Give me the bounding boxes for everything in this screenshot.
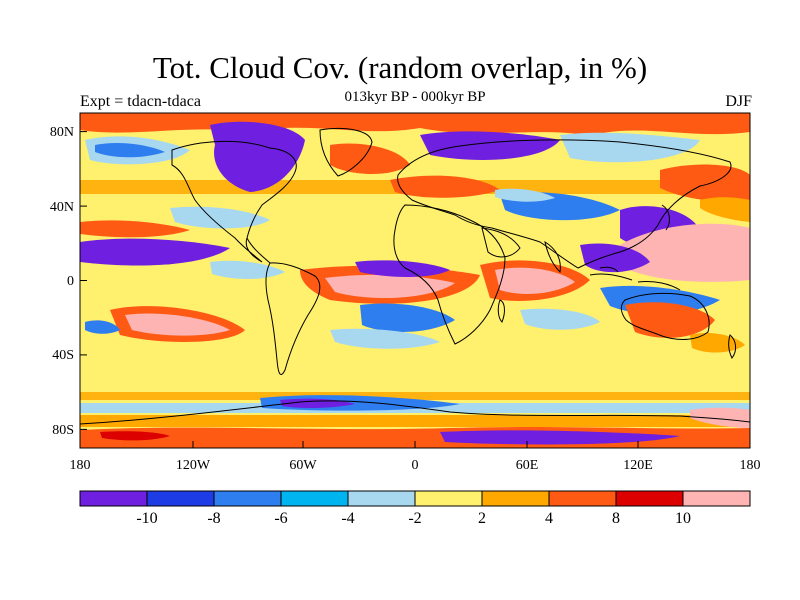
field-australia-red [625, 302, 715, 338]
field-indian-ocean-pink [495, 267, 575, 294]
field-tropical-atlantic-pink [325, 274, 455, 299]
field-asia-lightblue [495, 188, 555, 202]
field-westpacific-pink [620, 223, 750, 282]
coastline-arabia [481, 227, 521, 258]
field-africa-purple [355, 260, 450, 277]
colorbar-label: -8 [207, 510, 220, 527]
season-label: DJF [725, 93, 752, 110]
colorbar-label: -4 [341, 510, 354, 527]
coastline-indonesia [589, 266, 681, 291]
field-band-south-orange [80, 415, 750, 427]
colorbar-label: 10 [675, 510, 691, 527]
field-pacific-purple [80, 238, 230, 266]
field-band-south [80, 392, 750, 400]
map-title: Tot. Cloud Cov. (random overlap, in %) [152, 50, 648, 85]
field-westpacific-orange [700, 197, 750, 222]
field-southindian-blue [520, 308, 600, 330]
coastline-greenland [319, 128, 373, 177]
coastlines [80, 128, 750, 425]
lon-label-120w: 120W [176, 458, 211, 473]
field-southatlantic-blue [360, 303, 455, 332]
colorbar-label: 8 [612, 510, 620, 527]
coastline-north-america [171, 140, 297, 263]
field-southpacific-blue [85, 320, 120, 334]
field-pacific-red [80, 220, 190, 238]
map-subtitle: 013kyr BP - 000kyr BP [344, 89, 486, 105]
colorbar-label: 2 [478, 510, 486, 527]
lon-label-0: 0 [412, 458, 419, 473]
field-antarctic-pink [690, 407, 750, 428]
colorbar-swatch [682, 490, 751, 507]
coastline-india [544, 240, 561, 274]
lat-label-80n: 80N [50, 125, 74, 140]
lon-label-180-west: 180 [70, 458, 91, 473]
field-maritime-purple [580, 243, 650, 273]
field-atlantic-red [390, 175, 500, 198]
field-southatlantic-lightblue [330, 328, 440, 349]
coastline-eurasia [397, 139, 732, 269]
colorbar-label: -10 [136, 510, 157, 527]
colorbar: -10 -8 -6 -4 -2 2 4 8 10 [79, 490, 751, 527]
colorbar-swatch [280, 490, 349, 507]
lat-label-0: 0 [67, 274, 74, 289]
field-tasman-orange [690, 333, 745, 353]
cloud-anomaly-field [80, 113, 750, 448]
coastline-antarctica [80, 400, 750, 425]
field-antarctic-darkred [100, 431, 170, 441]
coastline-madagascar [497, 299, 505, 323]
field-nepacific-lightblue [170, 206, 270, 229]
field-antarctic-purple [440, 430, 680, 445]
colorbar-swatch [481, 490, 550, 507]
field-southpacific-pink [125, 313, 230, 336]
colorbar-swatch [79, 490, 148, 507]
colorbar-swatch [414, 490, 483, 507]
field-siberia-lightblue [560, 132, 700, 163]
coastline-central-america [246, 237, 271, 264]
colorbar-label: -6 [274, 510, 287, 527]
colorbar-swatch [615, 490, 684, 507]
field-arctic-purple [210, 121, 305, 192]
coastline-australia [620, 292, 710, 340]
coastline-africa [393, 204, 506, 345]
axis-ticks [80, 131, 639, 448]
field-siberia-purple [420, 131, 560, 160]
lat-label-40s: 40S [52, 348, 74, 363]
field-europe-red [330, 143, 410, 175]
lat-label-80s: 80S [52, 423, 74, 438]
colorbar-swatch [146, 490, 215, 507]
lon-label-60e: 60E [516, 458, 539, 473]
coastline-japan [661, 204, 670, 231]
colorbar-swatch [213, 490, 282, 507]
lon-label-180-east: 180 [740, 458, 761, 473]
coastline-new-zealand [728, 334, 737, 359]
colorbar-label: 4 [545, 510, 553, 527]
experiment-label: Expt = tdacn-tdaca [80, 93, 201, 110]
field-arctic-blue [95, 142, 165, 158]
lon-label-60w: 60W [289, 458, 317, 473]
coastline-south-america [265, 262, 321, 375]
lon-label-120e: 120E [623, 458, 653, 473]
colorbar-label: -2 [408, 510, 421, 527]
lat-label-40n: 40N [50, 200, 74, 215]
colorbar-swatch [347, 490, 416, 507]
colorbar-swatch [548, 490, 617, 507]
